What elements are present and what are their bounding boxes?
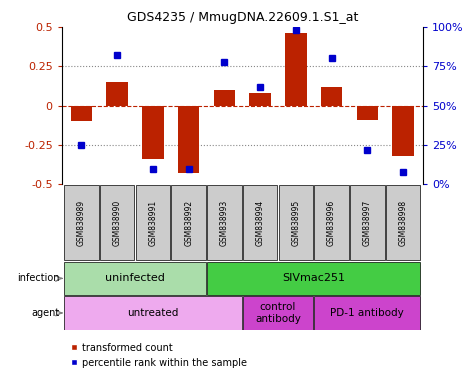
Bar bbox=[386, 185, 420, 260]
Text: GSM838991: GSM838991 bbox=[148, 200, 157, 246]
Text: GSM838994: GSM838994 bbox=[256, 200, 265, 246]
Text: GSM838996: GSM838996 bbox=[327, 200, 336, 246]
Text: infection: infection bbox=[17, 273, 59, 283]
Bar bbox=[207, 262, 420, 295]
Text: GSM838989: GSM838989 bbox=[77, 200, 86, 246]
Bar bbox=[243, 185, 277, 260]
Bar bbox=[357, 106, 378, 120]
Bar bbox=[178, 106, 200, 173]
Bar bbox=[214, 90, 235, 106]
Bar bbox=[350, 185, 384, 260]
Title: GDS4235 / MmugDNA.22609.1.S1_at: GDS4235 / MmugDNA.22609.1.S1_at bbox=[126, 11, 358, 24]
Bar bbox=[314, 296, 420, 329]
Text: GSM838992: GSM838992 bbox=[184, 200, 193, 246]
Bar bbox=[321, 87, 342, 106]
Bar bbox=[100, 185, 134, 260]
Text: PD-1 antibody: PD-1 antibody bbox=[331, 308, 404, 318]
Text: control
antibody: control antibody bbox=[255, 302, 301, 324]
Bar bbox=[106, 82, 128, 106]
Bar bbox=[71, 106, 92, 121]
Text: SIVmac251: SIVmac251 bbox=[282, 273, 345, 283]
Bar bbox=[64, 185, 99, 260]
Bar bbox=[314, 185, 349, 260]
Bar bbox=[207, 185, 241, 260]
Text: GSM838998: GSM838998 bbox=[399, 200, 408, 246]
Text: GSM838990: GSM838990 bbox=[113, 200, 122, 246]
Legend: transformed count, percentile rank within the sample: transformed count, percentile rank withi… bbox=[66, 339, 251, 371]
Bar bbox=[142, 106, 163, 159]
Text: agent: agent bbox=[31, 308, 59, 318]
Bar bbox=[392, 106, 414, 156]
Bar bbox=[136, 185, 170, 260]
Bar bbox=[171, 185, 206, 260]
Text: GSM838997: GSM838997 bbox=[363, 200, 372, 246]
Bar bbox=[243, 296, 313, 329]
Bar bbox=[249, 93, 271, 106]
Text: untreated: untreated bbox=[127, 308, 179, 318]
Text: uninfected: uninfected bbox=[105, 273, 165, 283]
Bar bbox=[285, 33, 306, 106]
Text: GSM838993: GSM838993 bbox=[220, 200, 229, 246]
Text: GSM838995: GSM838995 bbox=[291, 200, 300, 246]
Bar bbox=[64, 262, 206, 295]
Bar bbox=[64, 296, 241, 329]
Bar bbox=[279, 185, 313, 260]
